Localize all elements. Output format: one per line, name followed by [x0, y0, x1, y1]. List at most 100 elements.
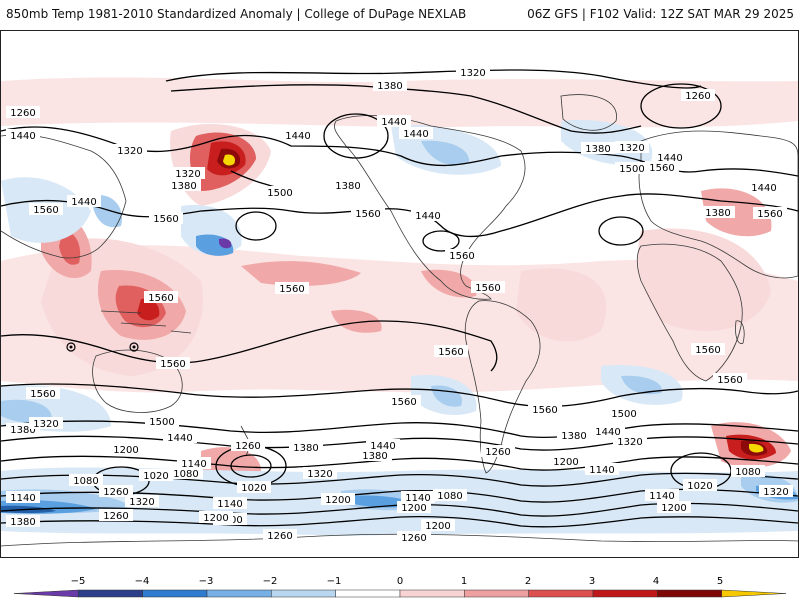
contour-label: 1260 — [103, 511, 128, 522]
contour-label-group: 1140 — [585, 463, 619, 476]
contour-label: 1140 — [181, 459, 206, 470]
contour-label: 1320 — [460, 68, 485, 79]
contour-label-group: 1560 — [434, 345, 468, 358]
contour-closed-high — [422, 230, 460, 252]
contour-label: 1200 — [401, 503, 426, 514]
contour-label: 1200 — [203, 513, 228, 524]
colorbar-tick-label: 0 — [397, 576, 403, 587]
contour-label: 1260 — [401, 533, 426, 544]
contour-label-group: 1380 — [167, 179, 201, 192]
warm-anomaly-region — [516, 268, 607, 342]
contour-label: 1080 — [173, 469, 198, 480]
contour-label-group: 1140 — [177, 457, 211, 470]
contour-label-group: 1380 — [581, 142, 615, 155]
contour-label-group: 1560 — [275, 282, 309, 295]
contour-label: 1320 — [307, 469, 332, 480]
contour-label: 1320 — [763, 487, 788, 498]
colorbar-tick-label: 1 — [461, 576, 467, 587]
contour-label: 1320 — [175, 169, 200, 180]
colorbar-swatch — [592, 589, 658, 598]
contour-label-group: 1380 — [289, 441, 323, 454]
colorbar-swatch — [78, 589, 143, 598]
contour-label-group: 1500 — [263, 186, 297, 199]
colorbar-tick-label: −5 — [71, 576, 86, 587]
colorbar-tick-label: −1 — [327, 576, 342, 587]
colorbar-tick-label: 2 — [525, 576, 531, 587]
contour-label-group: 1380 — [6, 515, 40, 528]
contour-closed-high — [235, 211, 277, 241]
contour-label-group: 1560 — [713, 373, 747, 386]
colorbar-tick-label: −2 — [263, 576, 278, 587]
colorbar-tick-label: −3 — [199, 576, 214, 587]
station-marker — [69, 345, 73, 349]
colorbar-tick-label: 4 — [653, 576, 659, 587]
cool-anomaly-region — [219, 238, 232, 249]
colorbar-swatch — [399, 589, 465, 598]
indonesia-islands — [100, 298, 192, 334]
anomaly-map: 1320 1380 1260 1260 1440 1320 1320 1380 — [0, 30, 799, 558]
contour-label: 1560 — [532, 405, 557, 416]
warm-anomaly-region — [331, 309, 382, 333]
warm-anomaly-region — [1, 77, 798, 128]
cool-anomaly-region — [421, 140, 470, 166]
contour-label-group: 1440 — [653, 151, 687, 164]
contour-label-group: 1560 — [471, 281, 505, 294]
model-run-info: 06Z GFS | F102 Valid: 12Z SAT MAR 29 202… — [527, 7, 794, 21]
greenland-coast — [560, 94, 617, 131]
contour-label-group: 1560 — [29, 203, 63, 216]
header: 850mb Temp 1981-2010 Standardized Anomal… — [0, 0, 800, 30]
contour-label-group: 1140 — [6, 491, 40, 504]
contour-label-group: 1140 — [645, 489, 679, 502]
contour-1440-south — [1, 420, 798, 438]
contour-label: 1440 — [370, 441, 395, 452]
warm-anomaly-region — [137, 298, 160, 321]
contour-label-group: 1200 — [109, 443, 143, 456]
contour-label: 1440 — [10, 131, 35, 142]
contour-label: 1260 — [235, 441, 260, 452]
contour-label: 1560 — [757, 209, 782, 220]
contour-label-group: 1440 — [366, 439, 400, 452]
contour-label: 1080 — [73, 476, 98, 487]
contour-label-group: 1320 — [303, 467, 337, 480]
contour-label-group: 1200 — [549, 455, 583, 468]
anomaly-colorbar: −5 −4 −3 −2 −1 0 1 2 3 4 5 — [13, 570, 787, 600]
contour-label: 1560 — [475, 283, 500, 294]
contour-label: 1500 — [611, 409, 636, 420]
contour-label-group: 1320 — [613, 435, 647, 448]
station-marker — [129, 342, 139, 352]
contour-label-group: 1380 — [373, 79, 407, 92]
contour-closed-high — [598, 216, 644, 246]
contour-label-group: 1080 — [169, 467, 203, 480]
colorbar-tick-label: 5 — [717, 576, 723, 587]
contour-label: 1560 — [695, 345, 720, 356]
contour-label-group: 1260 — [481, 445, 515, 458]
colorbar-swatch — [142, 589, 208, 598]
contour-label-group: 1560 — [387, 395, 421, 408]
contour-label: 1320 — [117, 146, 142, 157]
contour-closed-low — [230, 454, 272, 478]
contour-label: 1200 — [425, 521, 450, 532]
contour-label: 1440 — [167, 433, 192, 444]
contour-label: 1560 — [153, 214, 178, 225]
contour-label: 1020 — [241, 483, 266, 494]
contour-label: 1380 — [10, 425, 35, 436]
contour-label-group: 1260 — [6, 106, 40, 119]
contour-1500-tropic — [1, 320, 498, 372]
contour-label: 1260 — [10, 108, 35, 119]
contour-closed-high — [323, 113, 389, 159]
contour-label-group: 1560 — [753, 207, 787, 220]
station-marker — [132, 345, 136, 349]
contour-label: 1500 — [267, 188, 292, 199]
contour-label-group: 1200 — [397, 501, 431, 514]
contour-label: 1440 — [415, 211, 440, 222]
contour-label-group: 1020 — [139, 469, 173, 482]
contour-label-group: 1200 — [657, 501, 691, 514]
contour-label-group: 1260 — [681, 89, 715, 102]
contour-label-group: 1380 — [331, 179, 365, 192]
contour-label: 1560 — [160, 359, 185, 370]
contour-label-group: 1440 — [281, 129, 315, 142]
contour-label-group: 1080 — [69, 474, 103, 487]
contour-closed-low — [640, 83, 722, 129]
contour-label: 1380 — [585, 144, 610, 155]
contour-label: 1320 — [33, 419, 58, 430]
